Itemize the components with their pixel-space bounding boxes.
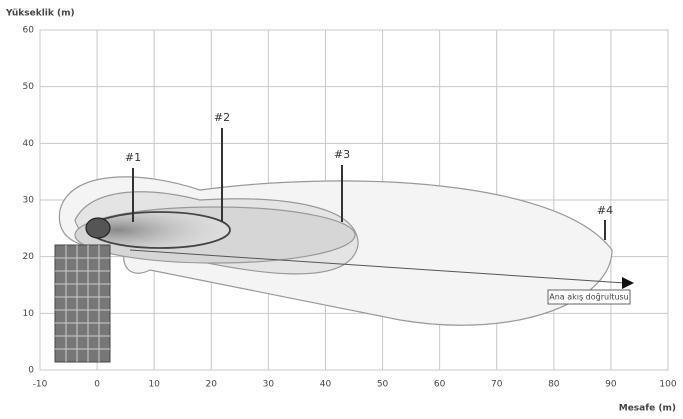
- plume: [58, 176, 613, 326]
- y-tick-label: 10: [23, 309, 35, 319]
- x-tick-label: 30: [263, 380, 275, 390]
- x-tick-label: 20: [206, 380, 218, 390]
- y-tick-label: 20: [23, 252, 35, 262]
- flow-arrow: [129, 249, 626, 284]
- y-tick-label: 40: [23, 139, 35, 149]
- x-tick-label: 50: [377, 380, 389, 390]
- annotation: #1: [125, 151, 141, 164]
- x-tick-label: 40: [320, 380, 332, 390]
- arrow-label: Ana akış doğrultusu: [549, 293, 629, 302]
- x-tick-label: 80: [548, 380, 560, 390]
- y-tick-label: 50: [23, 82, 35, 92]
- x-tick-label: 100: [659, 380, 676, 390]
- annotation-lines: [132, 128, 606, 240]
- annotation: #4: [597, 204, 613, 217]
- y-axis-title: Yükseklik (m): [5, 9, 75, 19]
- y-tick-label: 0: [28, 366, 34, 376]
- x-tick-label: 0: [94, 380, 100, 390]
- annotation: #3: [334, 148, 350, 161]
- building: [54, 244, 111, 363]
- x-tick-label: 70: [491, 380, 503, 390]
- y-tick-label: 30: [23, 196, 35, 206]
- x-tick-label: 90: [605, 380, 617, 390]
- annotation: #2: [214, 111, 230, 124]
- arrow-label-box: [547, 289, 631, 305]
- y-tick-label: 60: [23, 26, 35, 36]
- x-tick-label: 60: [434, 380, 446, 390]
- x-tick-label: -10: [33, 380, 48, 390]
- x-axis-title: Mesafe (m): [619, 404, 676, 414]
- arrow-head: [622, 277, 634, 289]
- x-tick-label: 10: [148, 380, 160, 390]
